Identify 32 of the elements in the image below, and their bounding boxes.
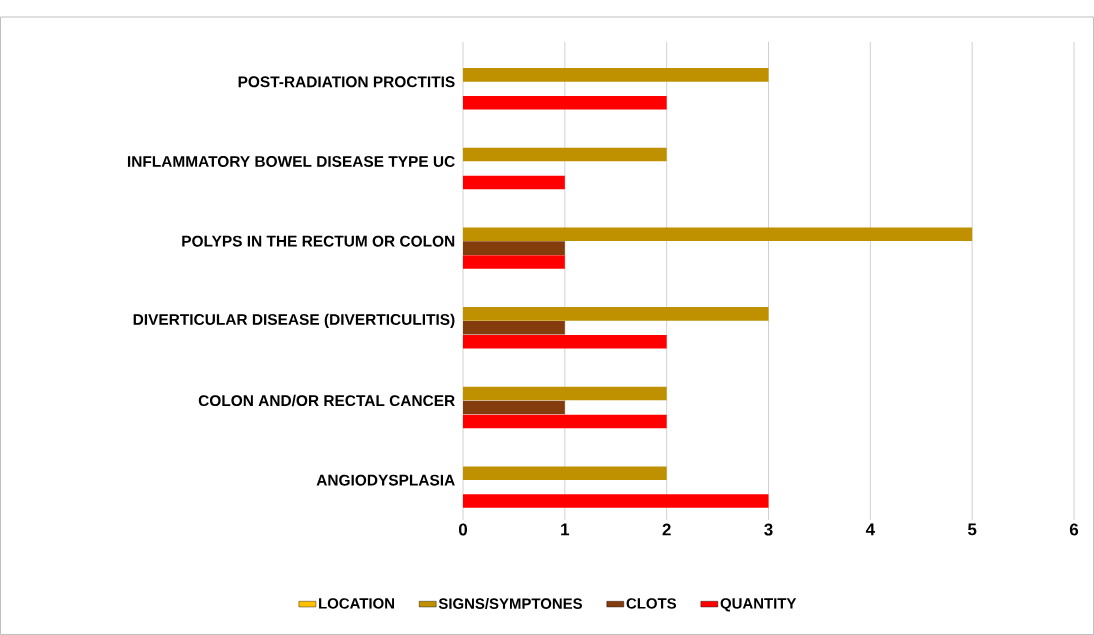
y-tick-label: INFLAMMATORY BOWEL DISEASE TYPE UC xyxy=(127,156,455,167)
y-tick-label: POLYPS IN THE RECTUM OR COLON xyxy=(182,235,455,247)
y-tick-label: DIVERTICULAR DISEASE (DIVERTICULITIS) xyxy=(133,313,455,329)
x-tick-label: 4 xyxy=(865,523,875,536)
bar xyxy=(463,466,667,480)
bar xyxy=(463,307,769,321)
bar xyxy=(463,241,565,255)
y-tick-label: COLON AND/OR RECTAL CANCER xyxy=(198,394,455,407)
legend-label: QUANTITY xyxy=(720,598,797,612)
bar xyxy=(463,255,565,269)
x-tick-label: 0 xyxy=(458,523,468,536)
bar xyxy=(463,494,769,508)
y-tick-label: POST-RADIATION PROCTITIS xyxy=(238,76,455,88)
legend-label: LOCATION xyxy=(319,598,394,609)
bar xyxy=(463,414,667,429)
x-tick-label: 6 xyxy=(1069,523,1079,536)
bar xyxy=(463,386,667,401)
bar xyxy=(463,147,667,162)
legend-label: SIGNS/SYMPTONES xyxy=(438,597,583,610)
bar xyxy=(463,95,667,110)
bar xyxy=(463,400,565,415)
bar xyxy=(463,334,667,349)
x-tick-label: 1 xyxy=(561,523,570,536)
bar xyxy=(463,321,565,335)
x-tick-label: 5 xyxy=(967,523,977,536)
bar xyxy=(463,227,973,241)
y-tick-label: ANGIODYSPLASIA xyxy=(316,474,455,486)
x-tick-label: 3 xyxy=(764,523,773,536)
x-tick-label: 2 xyxy=(662,523,671,536)
legend-label: CLOTS xyxy=(626,598,677,609)
bar xyxy=(463,175,565,190)
bar xyxy=(463,68,769,82)
